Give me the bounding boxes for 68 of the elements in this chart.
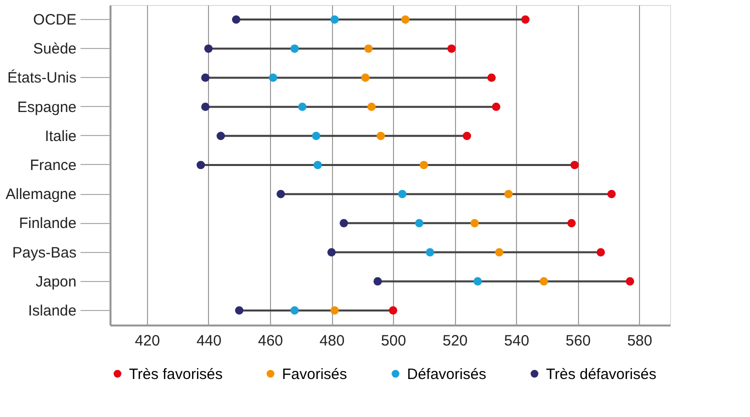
point [376, 132, 385, 140]
point [388, 306, 398, 315]
legend-label: Défavorisés [407, 366, 486, 383]
x-tick-label: 580 [627, 332, 652, 350]
point [470, 219, 479, 228]
point [290, 306, 299, 315]
point [327, 248, 336, 256]
point [540, 277, 548, 286]
y-tick-label: France [30, 157, 76, 174]
y-tick-label: Pays-Bas [12, 244, 76, 262]
y-tick-label: Espagne [17, 98, 76, 116]
point [420, 160, 428, 170]
y-tick-label: Finlande [18, 215, 76, 232]
point [201, 74, 210, 82]
point [521, 15, 530, 24]
point [492, 102, 500, 111]
point [361, 74, 370, 82]
y-tick-label: Allemagne [6, 186, 76, 204]
x-tick-label: 440 [196, 332, 222, 350]
point [474, 277, 482, 286]
point [607, 190, 616, 198]
y-tick-label: OCDE [33, 12, 76, 29]
y-tick-label: États-Unis [7, 68, 76, 87]
y-tick-label: Suède [33, 40, 76, 58]
point [401, 15, 410, 24]
y-tick-label: Islande [28, 302, 76, 320]
point [374, 277, 382, 286]
point [415, 219, 424, 228]
point [596, 248, 605, 256]
legend-label: Favorisés [282, 366, 348, 383]
point [426, 248, 434, 256]
point [330, 306, 339, 315]
point [314, 160, 322, 170]
point [196, 160, 205, 170]
x-tick-label: 460 [258, 332, 284, 350]
point [235, 306, 244, 315]
x-tick-label: 420 [134, 332, 160, 350]
point [232, 15, 240, 24]
point [364, 44, 373, 53]
point [216, 132, 225, 140]
point [290, 44, 299, 53]
x-tick-label: 520 [442, 332, 468, 350]
point [312, 132, 320, 140]
point [330, 15, 339, 24]
x-tick-label: 540 [504, 332, 530, 350]
point [504, 190, 513, 198]
point [567, 219, 576, 228]
legend-label: Très défavorisés [546, 366, 656, 383]
point [462, 132, 472, 140]
point [276, 190, 285, 198]
point [201, 102, 210, 111]
point [268, 74, 278, 82]
legend-label: Très favorisés [129, 366, 223, 383]
point [487, 74, 496, 82]
point [398, 190, 406, 198]
point [340, 219, 348, 228]
x-tick-label: 560 [566, 332, 591, 350]
point [570, 160, 579, 170]
y-tick-label: Italie [44, 128, 76, 145]
point [626, 277, 634, 286]
point [298, 102, 306, 111]
point [447, 44, 456, 53]
point [495, 248, 504, 256]
point [204, 44, 213, 53]
x-tick-label: 480 [320, 332, 345, 350]
point [367, 102, 376, 111]
y-tick-label: Japon [36, 273, 76, 290]
x-tick-label: 500 [381, 332, 406, 350]
